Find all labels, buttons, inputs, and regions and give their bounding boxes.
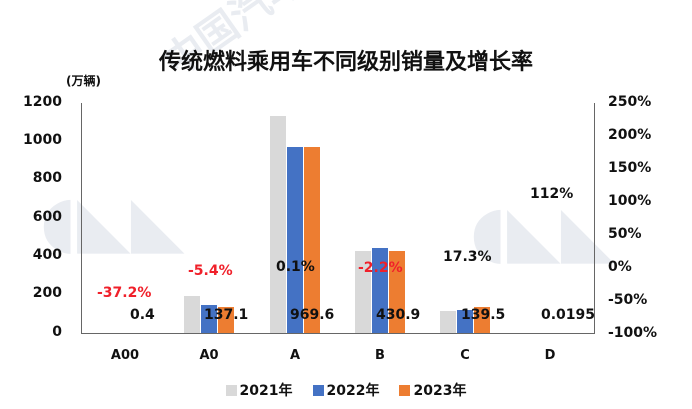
y-axis-unit: (万辆) bbox=[66, 74, 101, 88]
bar-c-2023 bbox=[474, 307, 490, 333]
x-label-a0: A0 bbox=[199, 348, 219, 363]
value-label-a00: 0.4 bbox=[130, 307, 155, 323]
y-tick: 600 bbox=[32, 209, 62, 225]
value-label-a: 969.6 bbox=[290, 307, 335, 323]
legend-item-2023[interactable]: 2023年 bbox=[399, 380, 466, 400]
value-label-b: 430.9 bbox=[376, 307, 421, 323]
y2-tick: -100% bbox=[608, 325, 658, 341]
bar-b-2022 bbox=[372, 248, 388, 333]
watermark-logo-2: ◖◣◣ bbox=[470, 190, 615, 272]
y-tick: 0 bbox=[52, 324, 62, 340]
y-axis-left bbox=[81, 103, 82, 334]
y-tick: 1000 bbox=[23, 132, 62, 148]
bar-b-2021 bbox=[355, 251, 371, 333]
x-label-c: C bbox=[460, 348, 470, 363]
x-label-a00: A00 bbox=[110, 348, 140, 363]
y2-tick: 250% bbox=[608, 94, 652, 110]
x-label-a: A bbox=[289, 348, 301, 363]
value-label-a0: 137.1 bbox=[204, 307, 249, 323]
value-label-d: 0.0195 bbox=[541, 307, 596, 323]
x-label-d: D bbox=[544, 348, 556, 363]
y2-tick: 200% bbox=[608, 127, 652, 143]
bar-a-2021 bbox=[270, 116, 286, 333]
bar-a0-2021 bbox=[184, 296, 200, 333]
growth-label-b: -2.2% bbox=[358, 260, 403, 276]
y2-tick: -50% bbox=[608, 292, 648, 308]
y-tick: 1200 bbox=[23, 94, 62, 110]
legend-item-2021[interactable]: 2021年 bbox=[225, 380, 293, 400]
bar-c-2022 bbox=[457, 310, 473, 333]
legend-label: 2022年 bbox=[326, 383, 380, 399]
bar-a-2022 bbox=[287, 147, 303, 333]
growth-label-a0: -5.4% bbox=[188, 263, 233, 279]
value-label-c: 139.5 bbox=[461, 307, 506, 323]
y2-tick: 100% bbox=[608, 193, 652, 209]
legend-label: 2023年 bbox=[413, 383, 467, 399]
y-axis-right bbox=[594, 103, 595, 334]
bar-a0-2022 bbox=[201, 305, 217, 333]
x-axis bbox=[81, 333, 595, 334]
legend-label: 2021年 bbox=[239, 383, 293, 399]
y-tick: 400 bbox=[32, 247, 62, 263]
growth-label-a00: -37.2% bbox=[97, 285, 152, 301]
y2-tick: 150% bbox=[608, 160, 652, 176]
legend-item-2022[interactable]: 2022年 bbox=[312, 380, 380, 400]
growth-label-a: 0.1% bbox=[276, 259, 315, 275]
growth-label-c: 17.3% bbox=[443, 249, 492, 265]
legend-swatch-icon bbox=[312, 384, 324, 396]
bar-b-2023 bbox=[389, 251, 405, 333]
y2-tick: 50% bbox=[608, 226, 642, 242]
legend: 2021年 2022年 2023年 bbox=[0, 380, 692, 400]
y-tick: 200 bbox=[32, 285, 62, 301]
legend-swatch-icon bbox=[399, 384, 411, 396]
legend-swatch-icon bbox=[225, 384, 237, 396]
bar-a0-2023 bbox=[218, 307, 234, 333]
y2-tick: 0% bbox=[608, 259, 632, 275]
x-label-b: B bbox=[375, 348, 385, 363]
growth-label-d: 112% bbox=[530, 186, 574, 202]
chart-title: 传统燃料乘用车不同级别销量及增长率 bbox=[158, 50, 533, 75]
bar-a-2023 bbox=[304, 147, 320, 333]
bar-c-2021 bbox=[440, 311, 456, 333]
y-tick: 800 bbox=[32, 170, 62, 186]
